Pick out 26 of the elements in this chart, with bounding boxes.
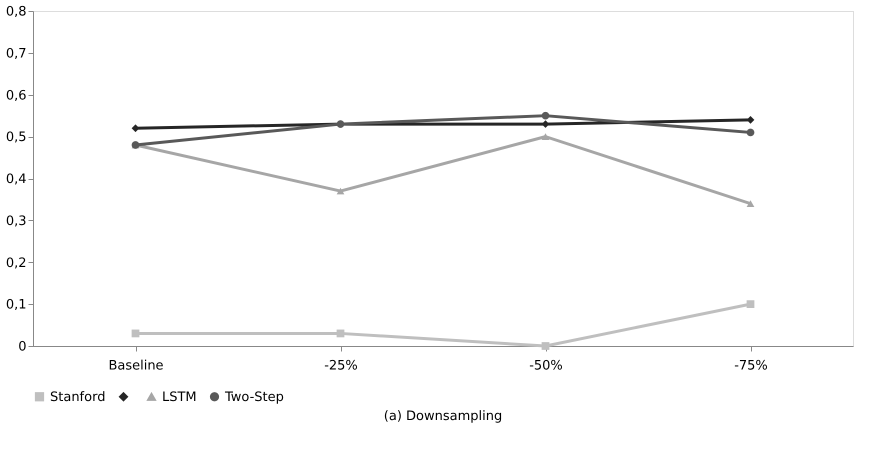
- y-tick-label: 0: [18, 340, 26, 354]
- y-tick-label: 0,2: [6, 256, 26, 271]
- point: [746, 300, 754, 308]
- text: (a) Downsampling: [384, 409, 502, 424]
- point: [542, 112, 550, 120]
- y-tick-label: 0,3: [6, 214, 26, 229]
- point: [542, 133, 550, 140]
- legend-label: Stanford: [50, 390, 106, 405]
- y-tick-label: 0,4: [6, 172, 26, 187]
- point: [746, 200, 754, 207]
- y-tick-label: 0,1: [6, 298, 26, 313]
- point: [336, 330, 344, 338]
- point: [336, 188, 344, 194]
- legend-label: LSTM: [162, 390, 197, 405]
- point: [746, 128, 754, 136]
- x-tick-label: -50%: [529, 358, 563, 374]
- y-tick-label: 0,8: [6, 4, 26, 20]
- point: [542, 342, 550, 350]
- y-tick-label: 0,5: [6, 130, 26, 146]
- legend-label: Two-Step: [224, 390, 284, 405]
- point: [132, 330, 140, 338]
- y-tick-label: 0,6: [6, 88, 26, 104]
- y-tick-label: 0,7: [6, 46, 26, 62]
- x-tick-label: -25%: [324, 358, 358, 374]
- x-tick-label: Baseline: [108, 358, 164, 374]
- x-tick-label: -75%: [734, 358, 768, 374]
